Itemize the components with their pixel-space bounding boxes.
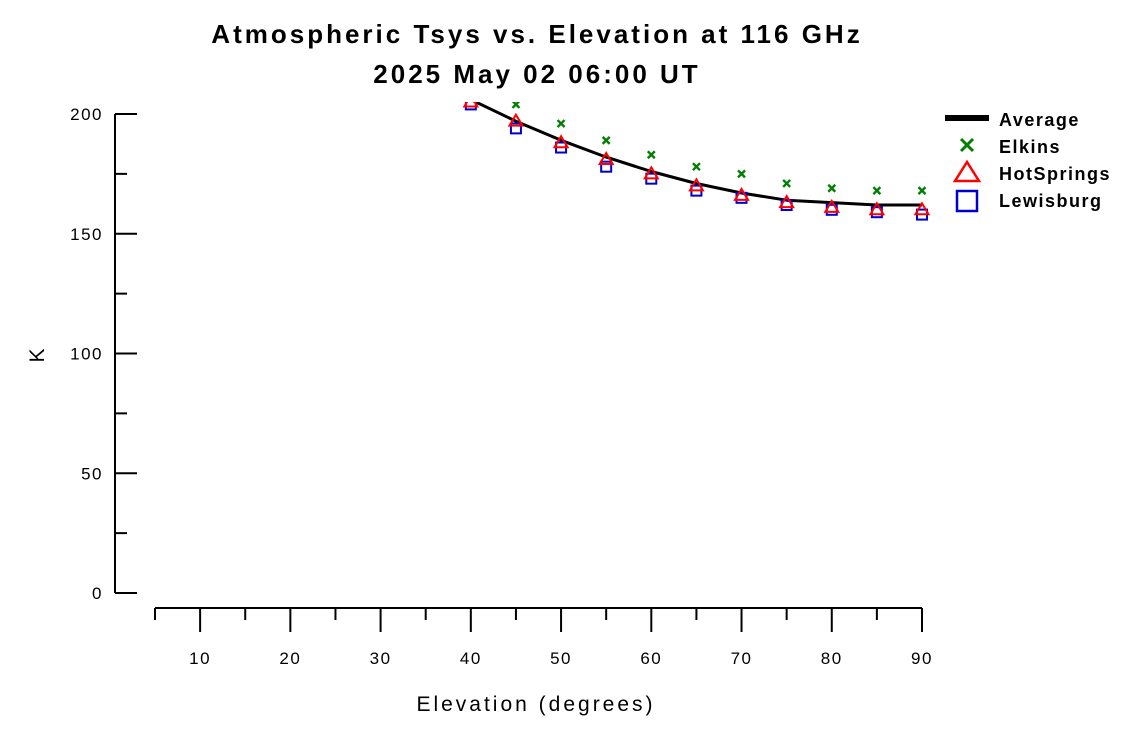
- data-point-elkins: [511, 102, 521, 109]
- x-axis: 10 20 30 40 50 60 70 80 90: [154, 607, 933, 668]
- data-point-lewisburg: [600, 160, 613, 173]
- x-tick-label: 50: [550, 649, 572, 668]
- data-point-hotsprings: [688, 177, 705, 192]
- data-point-elkins: [782, 179, 791, 188]
- y-tick-label: 200: [70, 105, 103, 124]
- y-tick-label: 0: [92, 584, 103, 603]
- x-tick-label: 60: [640, 649, 662, 668]
- series-hotsprings: [462, 102, 931, 216]
- y-axis-label: K: [26, 345, 49, 362]
- y-tick-label: 50: [81, 464, 103, 483]
- data-point-hotsprings: [597, 151, 615, 166]
- legend-item-elkins: Elkins: [959, 137, 1061, 157]
- data-point-elkins: [601, 135, 611, 145]
- x-tick-label: 40: [460, 649, 482, 668]
- series-lewisburg: [464, 102, 928, 221]
- series-line-average: [472, 102, 922, 207]
- legend-item-lewisburg: Lewisburg: [955, 189, 1103, 213]
- chart-title: Atmospheric Tsys vs. Elevation at 116 GH…: [211, 19, 862, 49]
- data-point-elkins: [692, 162, 701, 172]
- data-point-elkins: [827, 183, 837, 193]
- data-point-hotsprings: [823, 198, 841, 213]
- y-tick-label: 150: [70, 225, 103, 244]
- legend-swatch: [952, 159, 982, 183]
- data-point-lewisburg: [509, 122, 522, 135]
- data-point-hotsprings: [552, 134, 570, 149]
- data-point-hotsprings: [913, 201, 931, 216]
- y-tick-label: 100: [70, 345, 103, 364]
- data-point-elkins: [556, 119, 566, 128]
- chart-subtitle: 2025 May 02 06:00 UT: [373, 59, 700, 89]
- legend-item-hotsprings: HotSprings: [952, 159, 1111, 184]
- data-point-lewisburg: [464, 102, 477, 111]
- data-point-hotsprings: [462, 102, 480, 108]
- y-axis: 0 50 100 150 200: [70, 105, 137, 603]
- data-point-hotsprings: [733, 186, 750, 201]
- data-point-hotsprings: [507, 112, 525, 127]
- legend-item-average: Average: [945, 110, 1080, 130]
- data-point-elkins: [737, 169, 746, 179]
- legend-label: Elkins: [999, 137, 1061, 157]
- legend-swatch: [955, 189, 979, 213]
- legend: Average Elkins HotSprings Lewisburg: [945, 110, 1111, 213]
- x-tick-label: 90: [911, 649, 933, 668]
- data-point-hotsprings: [643, 165, 660, 180]
- x-tick-label: 70: [731, 649, 753, 668]
- series-elkins: [511, 102, 927, 195]
- legend-label: Average: [999, 110, 1080, 130]
- legend-swatch: [959, 137, 975, 153]
- x-axis-label: Elevation (degrees): [416, 693, 655, 716]
- legend-label: HotSprings: [999, 164, 1111, 184]
- legend-label: Lewisburg: [999, 191, 1103, 211]
- x-tick-label: 10: [189, 649, 211, 668]
- data-point-hotsprings: [778, 194, 795, 209]
- data-point-hotsprings: [868, 201, 886, 216]
- data-point-elkins: [872, 186, 882, 195]
- x-tick-label: 80: [821, 649, 843, 668]
- data-point-elkins: [646, 150, 656, 160]
- series-average: [472, 102, 922, 207]
- data-point-elkins: [917, 186, 927, 195]
- x-tick-label: 30: [370, 649, 392, 668]
- x-tick-label: 20: [279, 649, 301, 668]
- plot-area: [462, 102, 931, 221]
